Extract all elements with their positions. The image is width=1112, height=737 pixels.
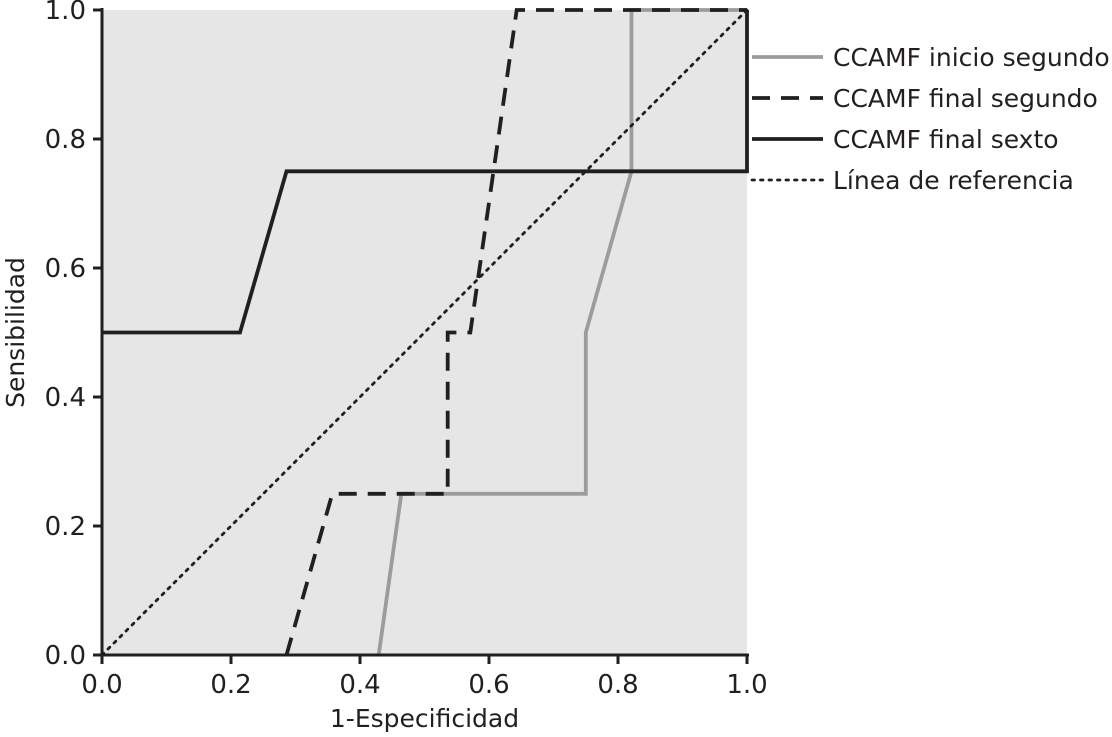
y-axis-title: Sensibilidad	[1, 257, 30, 408]
x-tick-label: 0.2	[210, 670, 251, 700]
x-axis-title: 1-Especificidad	[330, 704, 519, 733]
x-tick-label: 1.0	[726, 670, 767, 700]
x-tick-label: 0.4	[339, 670, 380, 700]
legend-label-1: CCAMF inicio segundo	[833, 43, 1110, 72]
series-line-3	[102, 10, 749, 335]
y-tick-label: 0.4	[45, 383, 86, 413]
legend-label-2: CCAMF final segundo	[833, 84, 1098, 113]
y-tick-label: 0.6	[45, 254, 86, 284]
y-tick-label: 1.0	[45, 0, 86, 26]
y-tick-label: 0.8	[45, 125, 86, 155]
x-tick-label: 0.6	[468, 670, 509, 700]
series-line-2	[284, 8, 747, 656]
y-tick-label: 0.2	[45, 512, 86, 542]
x-tick-label: 0.0	[81, 670, 122, 700]
x-tick-label: 0.8	[597, 670, 638, 700]
series-line-4	[100, 8, 749, 657]
legend-label-4: Línea de referencia	[833, 166, 1074, 195]
legend: CCAMF inicio segundo CCAMF final segundo C…	[750, 43, 1110, 195]
legend-label-3: CCAMF final sexto	[833, 125, 1059, 154]
axes-layer: 0.0 0.2 0.4 0.6 0.8 1.0 0.0 0.2 0.4 0.6 0.8 1.0	[45, 0, 768, 700]
series-layer	[100, 8, 749, 657]
y-tick-label: 0.0	[45, 641, 86, 671]
